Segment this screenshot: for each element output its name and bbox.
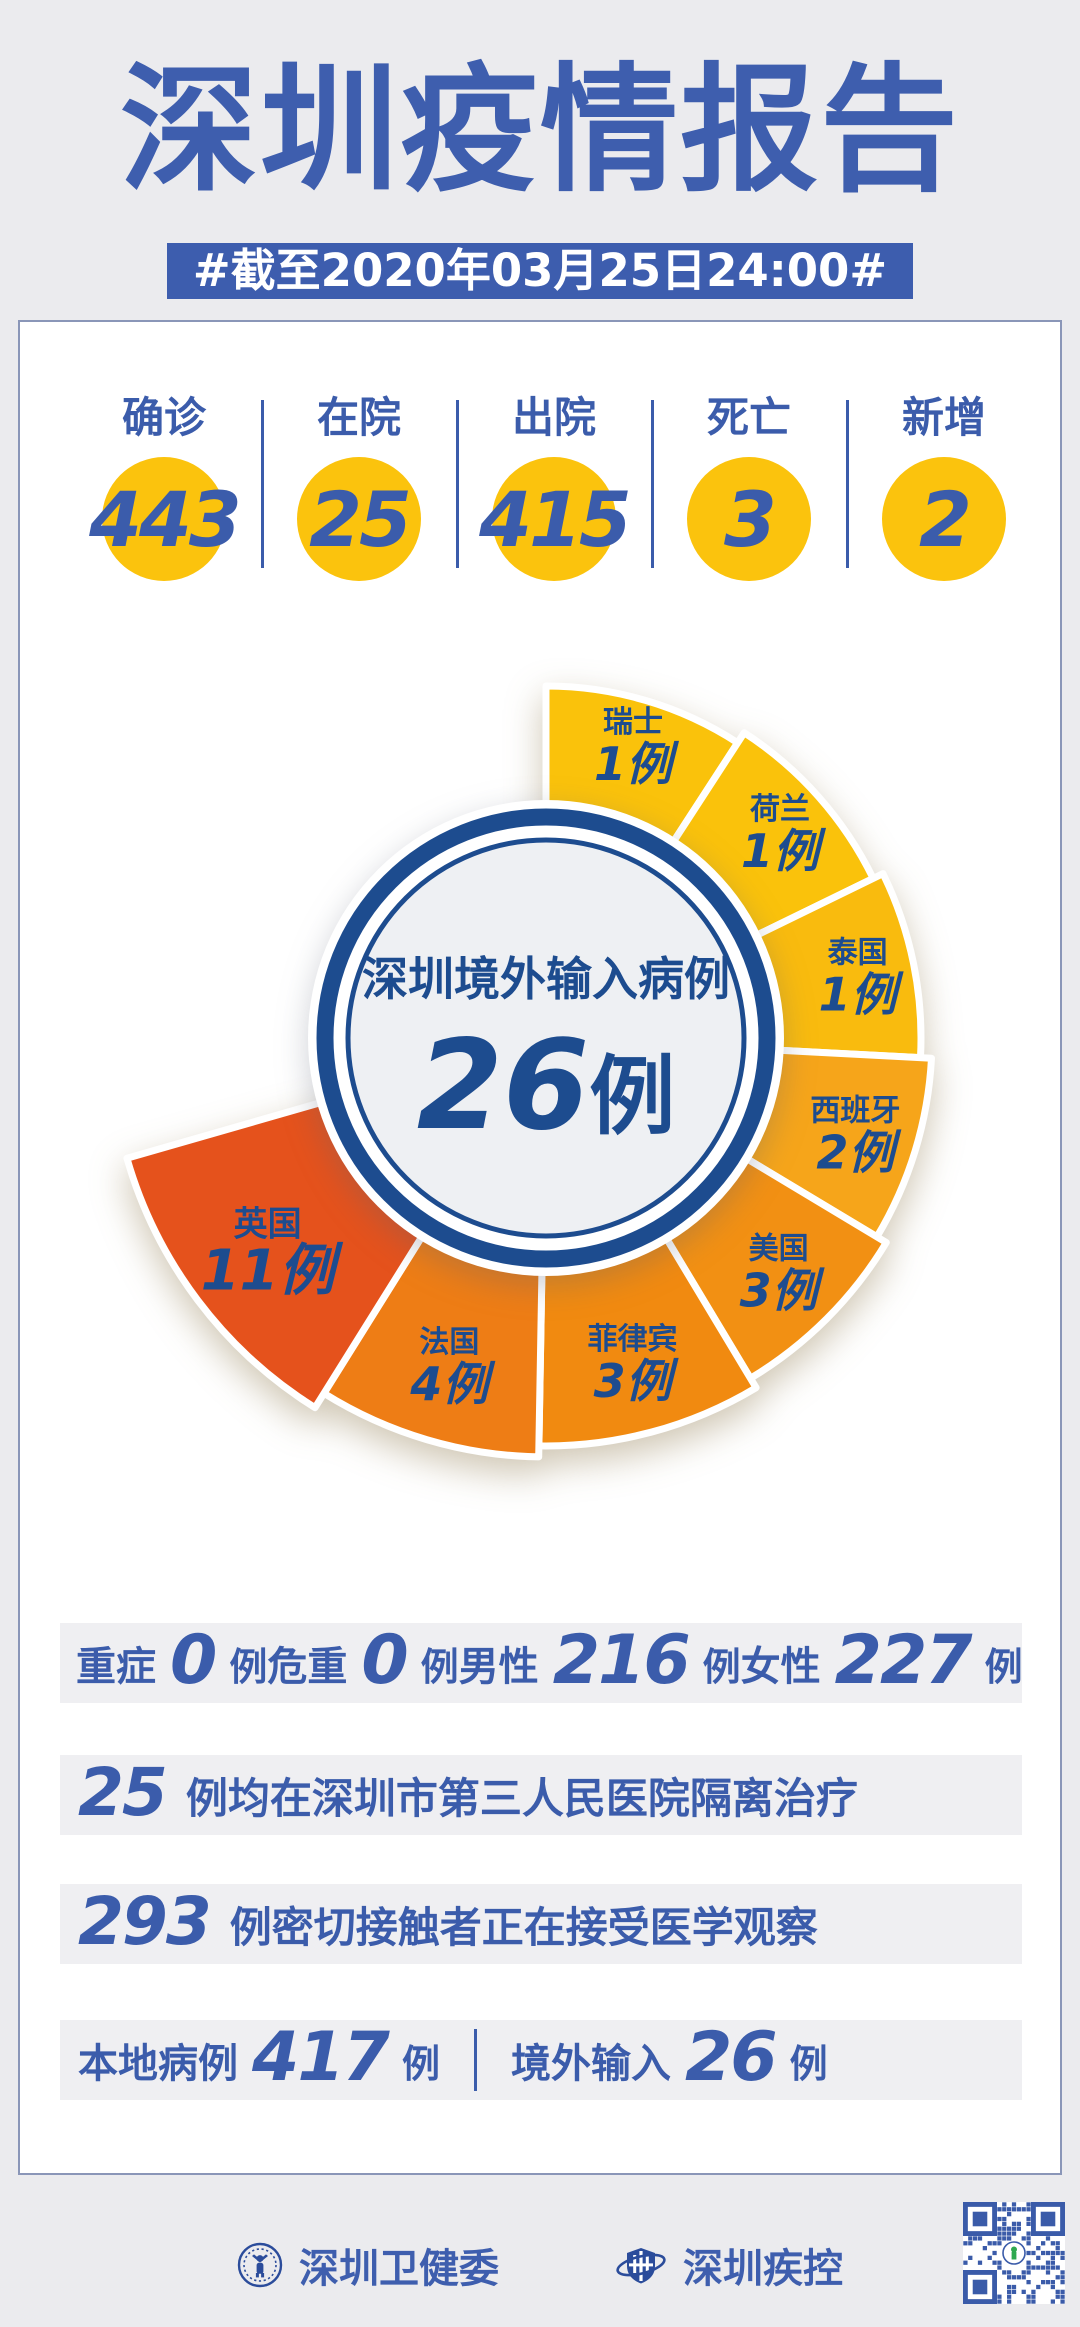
stat-value: 216 <box>552 1620 691 1700</box>
chart-total: 26例 <box>417 1014 676 1158</box>
note-text: 例密切接触者正在接受医学观察 <box>229 1902 818 1952</box>
segment-country-label: 瑞士 <box>603 705 663 740</box>
stat-unit: 例 <box>984 1644 1023 1689</box>
segment-country-label: 美国 <box>749 1232 809 1267</box>
hospital-note-band: 25 例均在深圳市第三人民医院隔离治疗 <box>60 1753 1022 1835</box>
stat-value: 2 <box>919 474 972 564</box>
stat-circle: 443 <box>89 457 242 581</box>
note-value: 25 <box>78 1753 168 1831</box>
stat-label: 在院 <box>316 393 401 442</box>
stat-local-cases: 本地病例 417 例 <box>78 2017 440 2100</box>
stat-label: 境外输入 <box>510 2041 671 2087</box>
summary-stat-in-hospital: 在院 25 <box>261 384 457 581</box>
stat-critical: 危重 0 例 <box>267 1620 459 1703</box>
stat-value: 227 <box>834 1620 973 1700</box>
stat-circle: 415 <box>479 457 632 581</box>
stat-label: 确诊 <box>121 393 206 442</box>
summary-stat-discharged: 出院 415 <box>456 384 652 581</box>
stat-label: 男性 <box>458 1644 539 1690</box>
segment-country-label: 英国 <box>234 1205 302 1245</box>
observation-note-band: 293 例密切接触者正在接受医学观察 <box>60 1882 1022 1964</box>
stat-value: 0 <box>361 1620 408 1700</box>
org-shenzhen-health-commission: 深圳卫健委 <box>237 2236 499 2294</box>
stat-label: 新增 <box>901 393 986 442</box>
stat-label: 女性 <box>740 1644 821 1690</box>
stat-value: 25 <box>309 474 412 564</box>
segment-value-label: 3例 <box>594 1354 680 1408</box>
stat-unit: 例 <box>229 1644 268 1689</box>
qr-code <box>963 2202 1065 2304</box>
segment-country-label: 荷兰 <box>750 792 810 827</box>
summary-stat-confirmed: 确诊 443 <box>66 384 262 581</box>
stat-label: 重症 <box>76 1644 156 1690</box>
chart-title: 深圳境外输入病例 <box>362 952 730 1006</box>
segment-value-label: 1例 <box>594 737 680 791</box>
hub-inner-ring <box>345 837 747 1239</box>
stat-male: 男性 216 例 <box>458 1620 741 1703</box>
org-name: 深圳卫健委 <box>299 2246 499 2292</box>
stat-circle: 3 <box>687 457 811 581</box>
cdc-shield-icon <box>616 2248 666 2284</box>
stat-value: 443 <box>89 474 242 564</box>
segment-value-label: 4例 <box>409 1357 496 1411</box>
stat-value: 3 <box>724 474 777 564</box>
band-divider <box>473 2029 477 2091</box>
footer: 深圳卫健委 深圳疾控 <box>0 2236 1080 2294</box>
local-imported-band: 本地病例 417 例 境外输入 26 例 <box>60 2017 1022 2100</box>
stat-value: 417 <box>252 2017 390 2097</box>
stat-label: 本地病例 <box>78 2041 238 2087</box>
segment-value-label: 1例 <box>741 824 827 878</box>
stat-unit: 例 <box>789 2041 828 2086</box>
segment-country-label: 西班牙 <box>810 1094 900 1129</box>
page-title: 深圳疫情报告 <box>119 50 960 211</box>
stat-label: 出院 <box>511 393 596 442</box>
stat-imported-cases: 境外输入 26 例 <box>510 2017 828 2100</box>
note-text: 例均在深圳市第三人民医院隔离治疗 <box>185 1773 858 1823</box>
summary-stat-new: 新增 2 <box>846 384 1042 581</box>
chart-center-hub: 深圳境外输入病例 26例 <box>308 800 784 1276</box>
stat-divider <box>456 400 459 568</box>
segment-value-label: 11例 <box>201 1239 344 1304</box>
stat-circle: 2 <box>882 457 1006 581</box>
org-shenzhen-cdc: 深圳疾控 <box>615 2236 843 2294</box>
stat-female: 女性 227 例 <box>740 1620 1023 1703</box>
as-of-date-badge: #截至2020年03月25日24:00# <box>166 243 914 299</box>
health-commission-seal-icon <box>237 2242 283 2288</box>
segment-value-label: 2例 <box>816 1126 902 1180</box>
stat-value: 415 <box>479 474 632 564</box>
stat-value: 0 <box>170 1620 217 1700</box>
stat-circle: 25 <box>297 457 421 581</box>
stat-value: 26 <box>684 2017 778 2097</box>
qr-code-graphic <box>963 2202 1065 2304</box>
summary-stat-deaths: 死亡 3 <box>651 384 847 581</box>
stat-divider <box>846 400 849 568</box>
stat-label: 危重 <box>267 1644 348 1690</box>
segment-country-label: 泰国 <box>828 936 888 971</box>
stat-severe: 重症 0 例 <box>76 1620 268 1703</box>
segment-value-label: 1例 <box>819 968 905 1022</box>
subtitle-row: #截至2020年03月25日24:00# <box>0 243 1080 299</box>
note-value: 293 <box>78 1882 212 1960</box>
stat-unit: 例 <box>401 2041 440 2086</box>
stat-unit: 例 <box>702 1644 741 1689</box>
severity-gender-band: 重症 0 例 危重 0 例 男性 216 例 女性 227 例 <box>60 1620 1023 1703</box>
stat-divider <box>651 400 654 568</box>
imported-cases-rose-chart: 深圳境外输入病例26例瑞士1例荷兰1例泰国1例西班牙2例美国3例菲律宾3例法国4… <box>123 682 935 1461</box>
segment-value-label: 3例 <box>740 1264 826 1318</box>
org-name: 深圳疾控 <box>683 2246 843 2292</box>
stat-unit: 例 <box>420 1644 459 1689</box>
stat-divider <box>261 400 264 568</box>
segment-country-label: 法国 <box>419 1325 479 1360</box>
stat-label: 死亡 <box>706 393 791 442</box>
segment-country-label: 菲律宾 <box>588 1322 678 1357</box>
